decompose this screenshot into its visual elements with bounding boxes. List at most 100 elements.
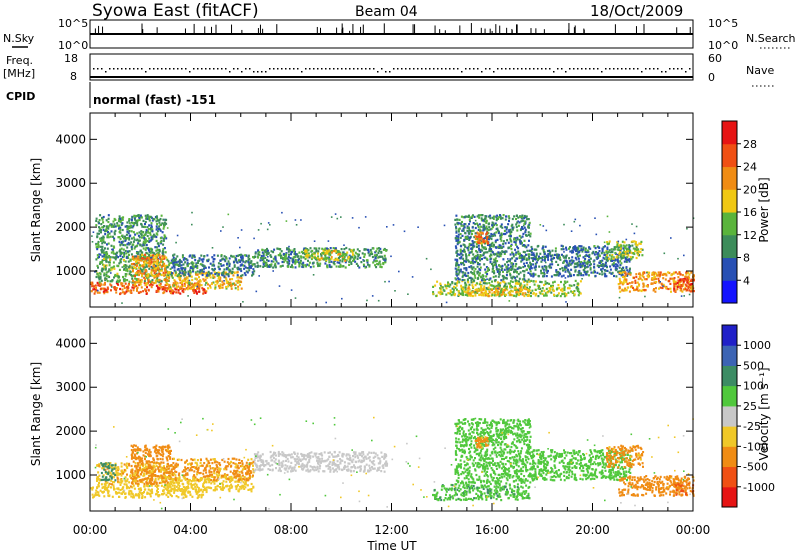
data-cell [216, 282, 218, 284]
scatter-point [242, 301, 244, 303]
frequency-dot [489, 68, 491, 70]
data-cell [512, 229, 514, 231]
data-cell [163, 240, 165, 242]
data-cell [119, 260, 121, 262]
scatter-point [412, 276, 414, 278]
data-cell [515, 269, 517, 271]
data-cell [171, 274, 173, 276]
data-cell [198, 288, 200, 290]
data-cell [128, 284, 130, 286]
data-cell [601, 271, 603, 273]
frequency-dot [597, 68, 599, 70]
data-cell [603, 252, 605, 254]
data-cell [283, 253, 285, 255]
scatter-point [662, 285, 664, 287]
scatter-point [335, 213, 337, 215]
scatter-point [120, 245, 122, 247]
data-cell [523, 223, 525, 225]
frequency-dot [117, 68, 119, 70]
frequency-dot [669, 68, 671, 70]
data-cell [331, 251, 333, 253]
data-cell [119, 215, 121, 217]
data-cell [181, 282, 183, 284]
data-cell [542, 267, 544, 269]
data-cell [348, 264, 350, 266]
data-cell [288, 254, 290, 256]
data-cell [539, 281, 541, 283]
data-cell [151, 228, 153, 230]
data-cell [385, 250, 387, 252]
data-cell [154, 272, 156, 274]
data-cell [515, 291, 517, 293]
data-cell [546, 291, 548, 293]
data-cell [536, 261, 538, 263]
data-cell [264, 250, 266, 252]
data-cell [122, 229, 124, 231]
frequency-dot [337, 68, 339, 70]
data-cell [479, 229, 481, 231]
data-cell [456, 250, 458, 252]
data-cell [524, 231, 526, 233]
data-cell [643, 276, 645, 278]
data-cell [267, 253, 269, 255]
data-cell [228, 263, 230, 265]
data-cell [308, 254, 310, 256]
data-cell [616, 244, 618, 246]
data-cell [626, 261, 628, 263]
data-cell [148, 289, 150, 291]
data-cell [479, 257, 481, 259]
data-cell [287, 262, 289, 264]
data-cell [161, 286, 163, 288]
data-cell [626, 244, 628, 246]
data-cell [578, 274, 580, 276]
data-cell [129, 281, 131, 283]
freq-tick-top: 18 [64, 52, 78, 65]
scatter-point [636, 226, 638, 228]
scatter-point [260, 223, 262, 225]
data-cell [508, 217, 510, 219]
data-cell [483, 227, 485, 229]
data-cell [497, 281, 499, 283]
data-cell [187, 277, 189, 279]
data-cell [128, 218, 130, 220]
scatter-point [313, 274, 315, 276]
data-cell [153, 236, 155, 238]
data-cell [610, 273, 612, 275]
data-cell [629, 282, 631, 284]
data-cell [104, 277, 106, 279]
scatter-point [295, 219, 297, 221]
data-cell [619, 278, 621, 280]
data-cell [113, 220, 115, 222]
data-cell [203, 255, 205, 257]
data-cell [170, 262, 172, 264]
data-cell [554, 254, 556, 256]
data-cell [104, 288, 106, 290]
data-cell [160, 237, 162, 239]
data-cell [170, 292, 172, 294]
data-cell [140, 244, 142, 246]
data-cell [555, 250, 557, 252]
data-cell [145, 218, 147, 220]
data-cell [495, 247, 497, 249]
data-cell [640, 248, 642, 250]
data-cell [295, 266, 297, 268]
data-cell [481, 232, 483, 234]
data-cell [443, 289, 445, 291]
data-cell [121, 282, 123, 284]
data-cell [466, 236, 468, 238]
data-cell [465, 215, 467, 217]
data-cell [228, 273, 230, 275]
data-cell [162, 288, 164, 290]
data-cell [455, 227, 457, 229]
data-cell [245, 266, 247, 268]
data-cell [159, 264, 161, 266]
data-cell [130, 260, 132, 262]
data-cell [599, 250, 601, 252]
data-cell [490, 233, 492, 235]
data-cell [497, 294, 499, 296]
data-cell [653, 275, 655, 277]
data-cell [549, 263, 551, 265]
scatter-point [258, 229, 260, 231]
scatter-point [155, 265, 157, 267]
data-cell [456, 273, 458, 275]
